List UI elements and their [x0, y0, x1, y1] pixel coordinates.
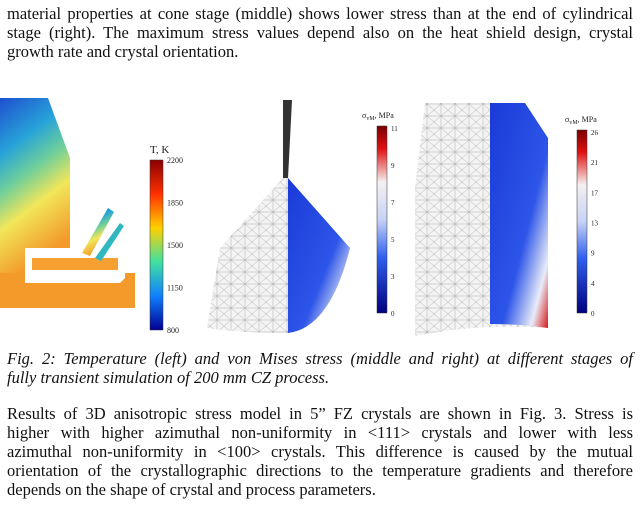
- intro-paragraph: material properties at cone stage (middl…: [7, 4, 633, 61]
- colorbar-tick-label: 13: [591, 220, 599, 228]
- colorbar-tick-label: 4: [591, 280, 595, 288]
- text-line: Fig. 2: Temperature (left) and von Mises…: [7, 349, 633, 368]
- colorbar-tick-label: 11: [391, 125, 398, 133]
- symbol: σ: [565, 115, 570, 124]
- colorbar-tick-label: 0: [391, 310, 395, 318]
- colorbar-title: σvM, MPa: [565, 115, 597, 126]
- colorbar-tick-label: 5: [391, 236, 395, 244]
- colorbar-title: T, K: [150, 144, 169, 156]
- text-line: depends on the shape of crystal and proc…: [7, 480, 376, 499]
- subscript: vM: [366, 116, 375, 122]
- colorbar-tick-label: 7: [391, 199, 395, 207]
- colorbar-tick-label: 800: [167, 326, 179, 335]
- colorbar-tick-label: 17: [591, 189, 599, 197]
- text-line: azimuthal non-uniformity in <100> crysta…: [7, 442, 633, 461]
- subscript: vM: [569, 120, 578, 126]
- symbol: σ: [362, 111, 367, 120]
- colorbar-tick-label: 9: [391, 162, 395, 170]
- unit: , MPa: [578, 115, 598, 124]
- colorbar-tick-label: 1850: [167, 199, 183, 208]
- text-line: material properties at cone stage (middl…: [7, 4, 633, 23]
- text-line: fully transient simulation of 200 mm CZ …: [7, 368, 330, 387]
- figure-caption: Fig. 2: Temperature (left) and von Mises…: [7, 349, 633, 387]
- colorbar-tick-label: 0: [591, 310, 595, 318]
- text-line: Results of 3D anisotropic stress model i…: [7, 404, 633, 423]
- colorbar-tick-label: 1500: [167, 241, 183, 250]
- body-paragraph: Results of 3D anisotropic stress model i…: [7, 404, 633, 499]
- colorbar-tick-label: 21: [591, 159, 599, 167]
- colorbar-title: σvM, MPa: [362, 111, 394, 122]
- colorbar-tick-label: 1150: [167, 284, 183, 293]
- colorbar-tick-label: 2200: [167, 156, 183, 165]
- text-line: orientation of the crystallographic dire…: [7, 461, 633, 480]
- colorbar-tick-label: 26: [591, 129, 599, 137]
- colorbar-tick-label: 3: [391, 273, 395, 281]
- text-line: stage (right). The maximum stress values…: [7, 23, 633, 42]
- unit: , MPa: [375, 111, 395, 120]
- colorbar-tick-label: 9: [591, 250, 595, 258]
- text-line: growth rate and crystal orientation.: [7, 42, 239, 61]
- text-line: higher with higher azimuthal non-uniform…: [7, 423, 633, 442]
